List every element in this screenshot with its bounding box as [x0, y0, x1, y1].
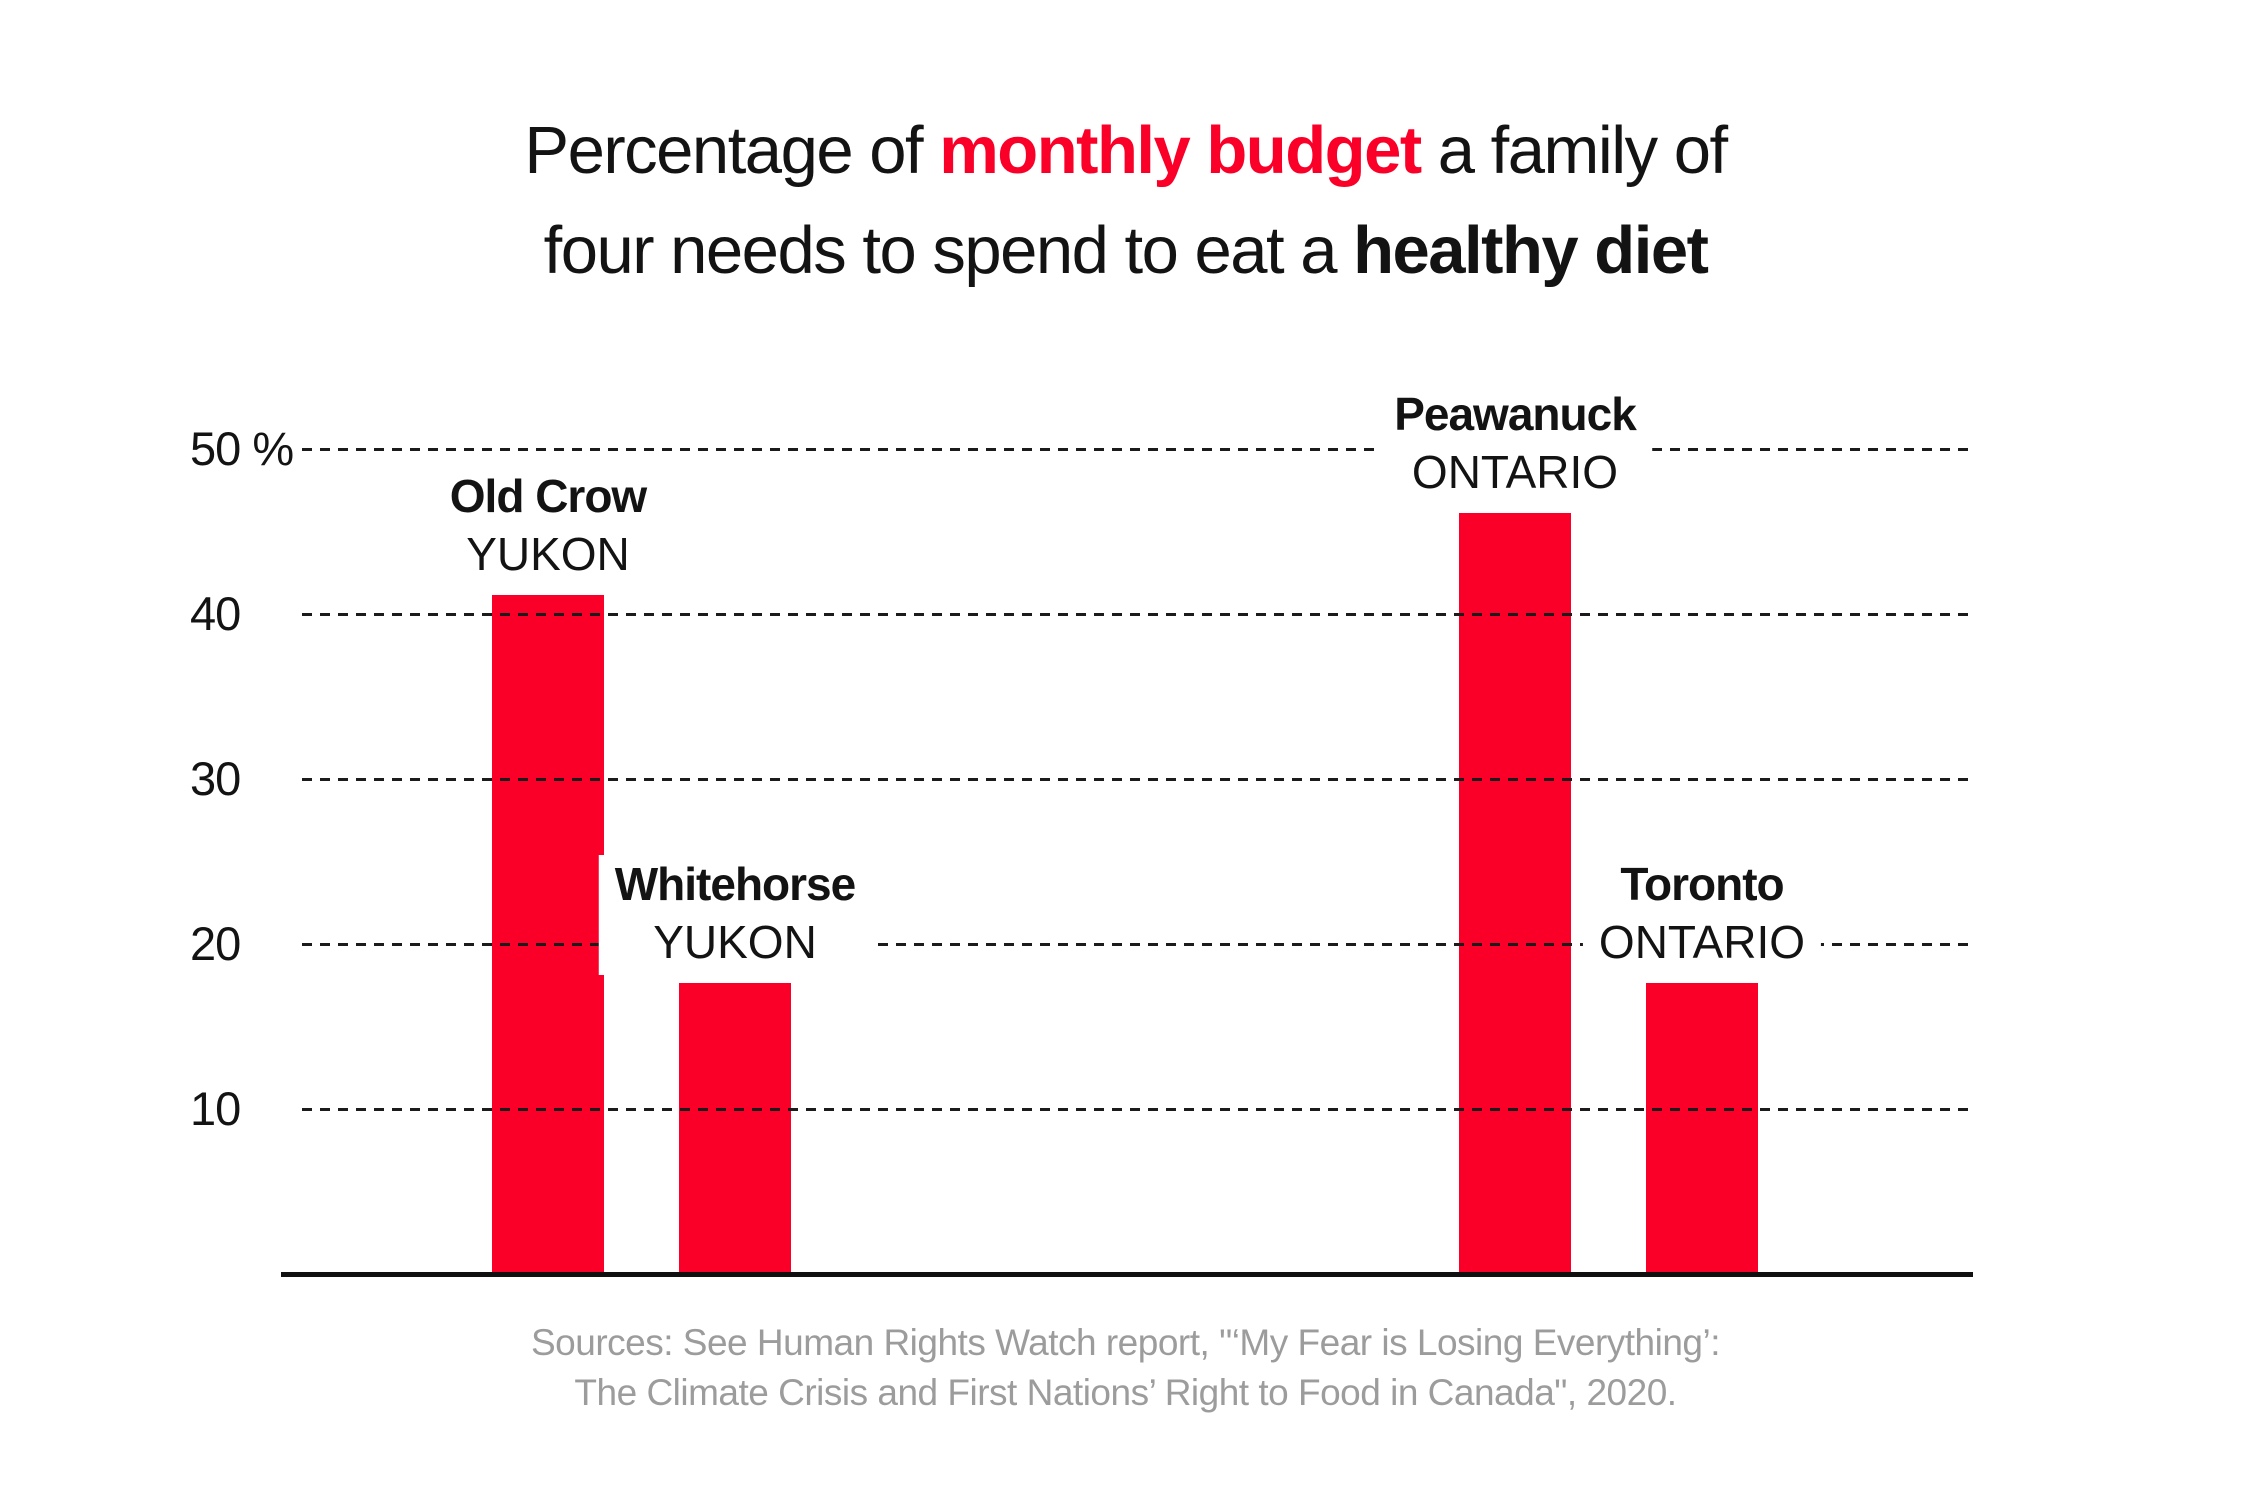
- gridline-20: [302, 943, 1972, 946]
- y-tick-label-10: 10: [190, 1082, 241, 1135]
- bar-city-label: Whitehorse: [614, 858, 856, 910]
- bar-region-label: YUKON: [653, 916, 817, 968]
- bar-label-toronto: Toronto ONTARIO: [1582, 855, 1822, 975]
- y-tick-label-20: 20: [190, 917, 241, 970]
- title-part-bold: healthy diet: [1353, 213, 1709, 288]
- bar-city-label: Peawanuck: [1394, 388, 1637, 440]
- y-tick-label-50: 50 %: [190, 422, 294, 475]
- bar-toronto: [1646, 983, 1758, 1272]
- x-axis-line: [281, 1272, 1973, 1277]
- chart-title-line-2: four needs to spend to eat a healthy die…: [0, 201, 2251, 301]
- title-part-normal: four needs to spend to eat a: [543, 213, 1354, 288]
- bar-region-label: ONTARIO: [1411, 446, 1619, 498]
- bar-old-crow: [492, 595, 604, 1272]
- bar-city-label: Old Crow: [449, 470, 647, 522]
- bar-peawanuck: [1459, 513, 1571, 1272]
- chart-title: Percentage of monthly budget a family of…: [0, 101, 2251, 301]
- bar-city-label: Toronto: [1620, 858, 1784, 910]
- gridline-50: [302, 448, 1972, 451]
- title-part-accent-bold: monthly budget: [939, 113, 1422, 188]
- y-tick-label-30: 30: [190, 752, 241, 805]
- source-note: Sources: See Human Rights Watch report, …: [0, 1318, 2251, 1418]
- bar-label-whitehorse: Whitehorse YUKON: [598, 855, 872, 975]
- title-part-normal: Percentage of: [524, 113, 940, 188]
- source-line-1: Sources: See Human Rights Watch report, …: [530, 1322, 1721, 1363]
- gridline-30: [302, 778, 1972, 781]
- bar-label-peawanuck: Peawanuck ONTARIO: [1378, 385, 1652, 505]
- bar-region-label: ONTARIO: [1598, 916, 1806, 968]
- bar-label-old-crow: Old Crow YUKON: [433, 467, 663, 587]
- title-part-normal: a family of: [1420, 113, 1728, 188]
- source-line-2: The Climate Crisis and First Nations’ Ri…: [574, 1372, 1677, 1413]
- y-tick-label-40: 40: [190, 587, 241, 640]
- chart-title-line-1: Percentage of monthly budget a family of: [0, 101, 2251, 201]
- gridline-10: [302, 1108, 1972, 1111]
- bar-whitehorse: [679, 983, 791, 1272]
- gridline-40: [302, 613, 1972, 616]
- bar-region-label: YUKON: [466, 528, 630, 580]
